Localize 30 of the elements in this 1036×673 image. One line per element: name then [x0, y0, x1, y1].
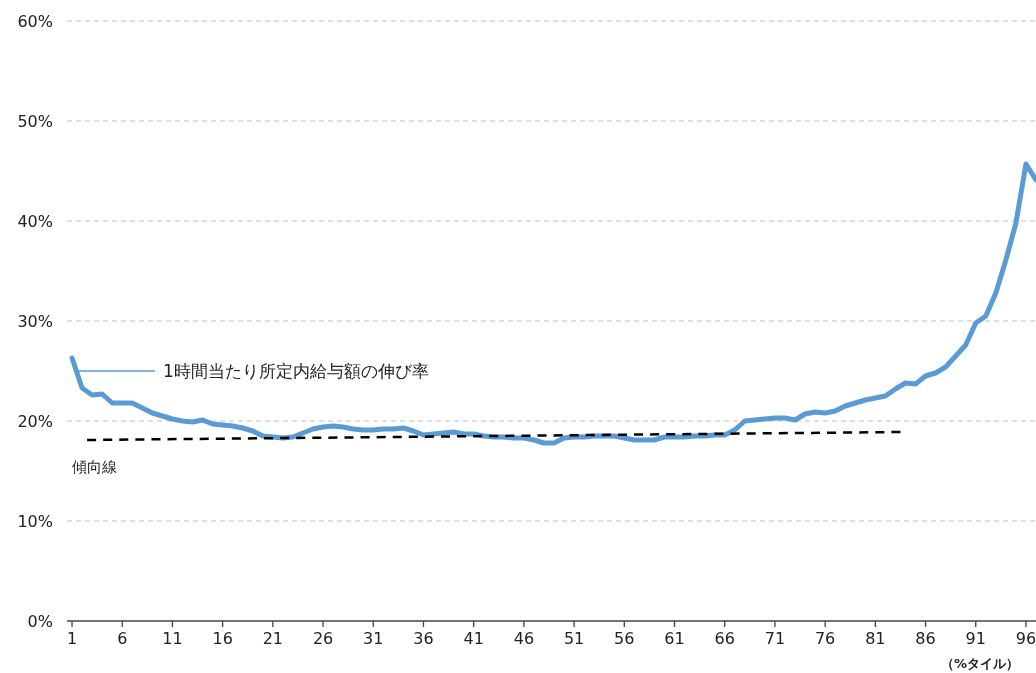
x-tick-label: 66: [714, 629, 735, 648]
x-tick-label: 21: [262, 629, 284, 648]
y-tick-label: 60%: [17, 12, 53, 31]
y-tick-label: 0%: [27, 612, 53, 631]
x-axis-title: （%タイル）: [940, 656, 1020, 671]
x-tick-label: 31: [363, 629, 384, 648]
y-tick-label: 30%: [17, 312, 53, 331]
legend-label: 1時間当たり所定内給与額の伸び率: [163, 361, 429, 381]
x-tick-label: 36: [413, 629, 434, 648]
x-tick-label: 76: [814, 629, 836, 648]
x-tick-label: 56: [614, 629, 635, 648]
x-tick-label: 81: [865, 629, 886, 648]
x-tick-label: 61: [664, 629, 685, 648]
x-tick-label: 71: [764, 629, 786, 648]
x-tick-label: 11: [162, 629, 183, 648]
x-tick-label: 96: [1015, 629, 1036, 648]
x-tick-label: 46: [513, 629, 535, 648]
x-tick-label: 86: [915, 629, 936, 648]
x-tick-label: 26: [312, 629, 334, 648]
y-tick-label: 10%: [17, 512, 53, 531]
y-tick-label: 40%: [17, 212, 53, 231]
series-label: 傾向線: [72, 458, 118, 476]
x-tick-label: 51: [563, 629, 585, 648]
y-tick-label: 50%: [17, 112, 53, 131]
x-tick-label: 1: [66, 629, 78, 648]
x-tick-label: 91: [965, 629, 986, 648]
y-tick-label: 20%: [17, 412, 53, 431]
x-tick-label: 16: [212, 629, 233, 648]
x-tick-label: 6: [117, 629, 128, 648]
x-tick-label: 41: [463, 629, 484, 648]
